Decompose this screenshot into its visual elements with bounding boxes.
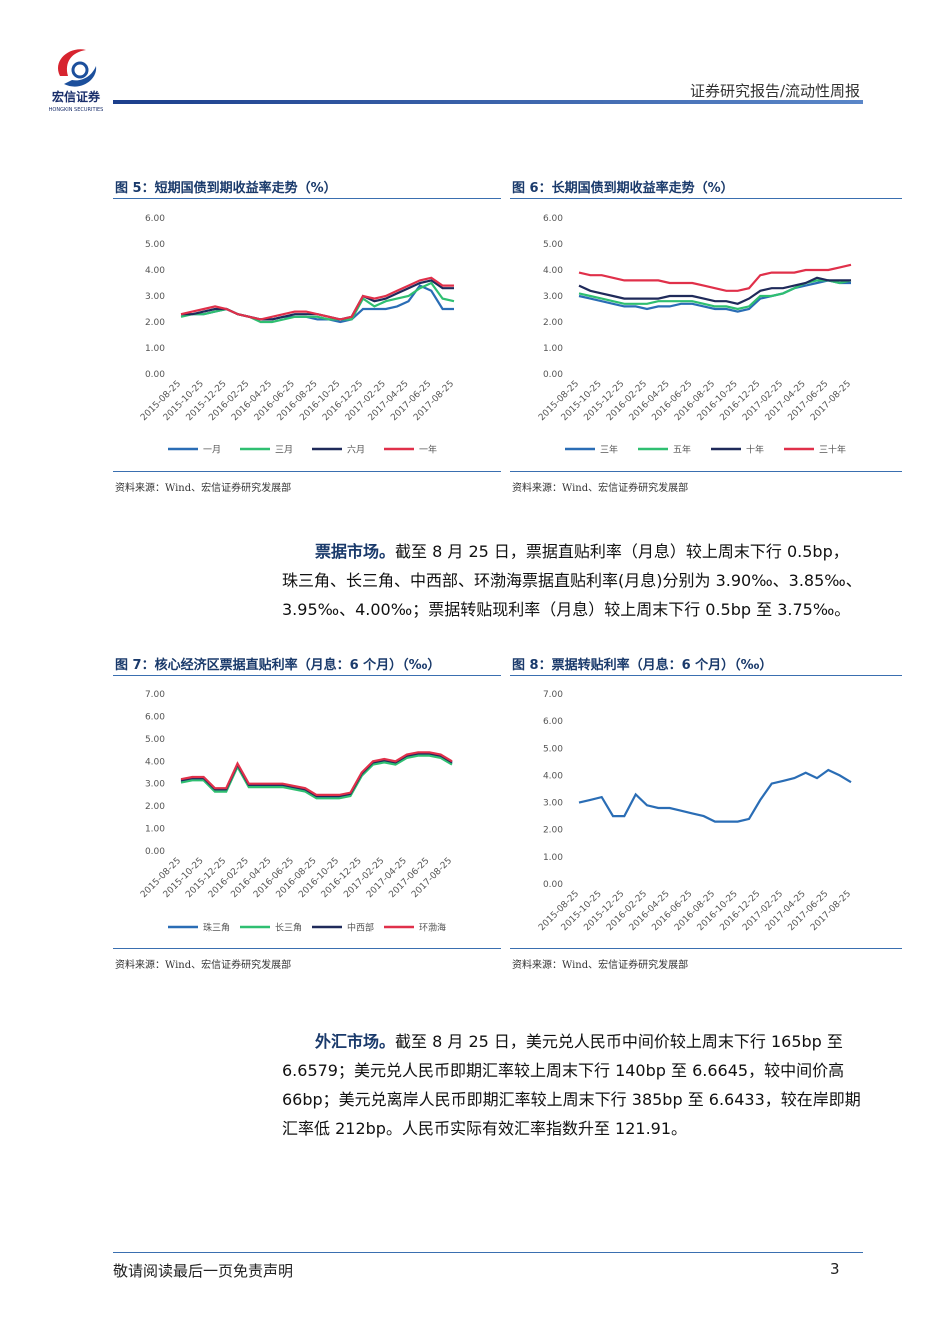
footer-notice: 敬请阅读最后一页免责声明	[113, 1262, 294, 1280]
legend-label: 三年	[600, 444, 618, 456]
report-type: 证券研究报告/流动性周报	[689, 82, 860, 100]
brand-en: HONGKIN SECURITIES	[49, 107, 104, 113]
y-tick-label: 7.00	[145, 690, 165, 700]
chart: 0.001.002.003.004.005.006.007.002015-08-…	[139, 690, 454, 934]
y-tick-label: 5.00	[145, 735, 165, 745]
legend-label: 一年	[419, 444, 437, 456]
y-tick-label: 5.00	[145, 240, 165, 250]
footer-rule	[113, 1252, 863, 1253]
legend-label: 六月	[347, 444, 365, 456]
logo: 宏信证券 HONGKIN SECURITIES	[49, 49, 104, 113]
legend-label: 三十年	[819, 444, 846, 456]
chart-frame: 0.00 1.00 2.00 3.00 4.00 5.00 6.00 7.00 2015-08-…	[113, 675, 501, 949]
paragraph: 票据市场。截至 8 月 25 日，票据直贴利率（月息）较上周末下行 0.5bp，…	[282, 537, 862, 624]
chart-frame: 0.00 1.00 2.00 3.00 4.00 5.00 6.00 7.00 2015-08-…	[510, 675, 902, 949]
para-text: 截至 8 月 25 日，美元兑人民币中间价较上周末下行 165bp 至 6.65…	[282, 1032, 861, 1138]
y-tick-label: 3.00	[145, 780, 165, 790]
series-line	[180, 754, 453, 800]
y-tick-label: 1.00	[145, 344, 165, 354]
y-tick-label: 7.00	[543, 690, 563, 700]
chart-source: 资料来源：Wind、宏信证券研究发展部	[115, 960, 292, 971]
y-tick-label: 0.00	[145, 847, 165, 857]
y-tick-label: 6.00	[145, 214, 165, 224]
chart-source: 资料来源：Wind、宏信证券研究发展部	[115, 483, 292, 494]
y-tick-label: 1.00	[145, 825, 165, 835]
y-tick-label: 4.00	[145, 757, 165, 767]
y-tick-label: 1.00	[543, 344, 563, 354]
y-tick-label: 3.00	[543, 799, 563, 809]
header-rule	[113, 100, 863, 104]
y-tick-label: 0.00	[543, 880, 563, 890]
series-line	[578, 279, 851, 313]
y-tick-label: 4.00	[543, 771, 563, 781]
chart-title: 图 8：票据转贴利率（月息：6 个月）（‰）	[512, 658, 773, 673]
y-tick-label: 0.00	[145, 370, 165, 380]
y-tick-label: 4.00	[145, 266, 165, 276]
chart: 0.001.002.003.004.005.006.002015-08-2520…	[537, 214, 853, 456]
chart-title: 图 5：短期国债到期收益率走势（%）	[115, 181, 337, 196]
y-tick-label: 0.00	[543, 370, 563, 380]
series-line	[180, 281, 455, 324]
para-lead: 票据市场。	[315, 542, 396, 561]
y-tick-label: 6.00	[543, 214, 563, 224]
y-tick-label: 5.00	[543, 240, 563, 250]
y-tick-label: 3.00	[145, 292, 165, 302]
chart-title: 图 6：长期国债到期收益率走势（%）	[512, 181, 734, 196]
paragraph: 外汇市场。截至 8 月 25 日，美元兑人民币中间价较上周末下行 165bp 至…	[282, 1027, 862, 1143]
para-text: 截至 8 月 25 日，票据直贴利率（月息）较上周末下行 0.5bp，珠三角、长…	[282, 542, 862, 619]
chart: 0.001.002.003.004.005.006.002015-08-2520…	[139, 214, 456, 456]
series-line	[180, 752, 453, 798]
y-tick-label: 1.00	[543, 853, 563, 863]
y-tick-label: 2.00	[145, 802, 165, 812]
legend-label: 环渤海	[419, 922, 446, 934]
chart-source: 资料来源：Wind、宏信证券研究发展部	[512, 483, 689, 494]
legend-label: 一月	[203, 445, 221, 456]
chart: 0.001.002.003.004.005.006.007.002015-08-…	[537, 690, 853, 933]
chart-title: 图 7：核心经济区票据直贴利率（月息：6 个月）（‰）	[115, 658, 441, 673]
legend-label: 十年	[746, 444, 764, 456]
series-line	[180, 276, 454, 321]
y-tick-label: 4.00	[543, 266, 563, 276]
chart-source: 资料来源：Wind、宏信证券研究发展部	[512, 960, 689, 971]
y-tick-label: 2.00	[543, 318, 563, 328]
legend-label: 五年	[673, 444, 691, 456]
para-lead: 外汇市场。	[315, 1032, 396, 1051]
y-tick-label: 2.00	[145, 318, 165, 328]
legend-label: 中西部	[347, 922, 374, 934]
y-tick-label: 5.00	[543, 744, 563, 754]
legend-label: 三月	[275, 445, 293, 456]
chart-frame: 0.00 1.00 2.00 3.00 4.00 5.00 6.00 2015-08-25 20…	[510, 198, 902, 472]
series-line	[578, 276, 851, 305]
legend-label: 珠三角	[203, 922, 230, 934]
y-tick-label: 2.00	[543, 826, 563, 836]
brand: 宏信证券	[52, 89, 101, 104]
page-number: 3	[830, 1260, 840, 1278]
legend-label: 长三角	[275, 922, 302, 934]
y-tick-label: 3.00	[543, 292, 563, 302]
y-tick-label: 6.00	[543, 717, 563, 727]
chart-frame: 0.00 1.00 2.00 3.00 4.00 5.00 6.00 2015-08-25 20…	[113, 198, 501, 472]
series-line	[578, 768, 852, 823]
series-line	[578, 263, 852, 292]
y-tick-label: 6.00	[145, 712, 165, 722]
series-line	[180, 751, 453, 796]
